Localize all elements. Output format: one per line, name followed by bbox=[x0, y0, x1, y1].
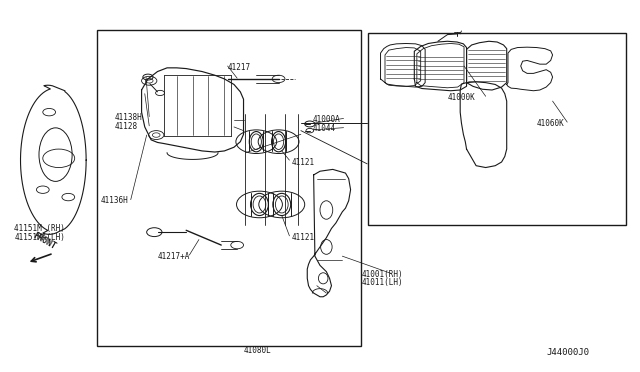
Text: 41121: 41121 bbox=[291, 157, 314, 167]
Text: 41011(LH): 41011(LH) bbox=[362, 278, 403, 287]
Text: 41001(RH): 41001(RH) bbox=[362, 270, 403, 279]
Text: 41217: 41217 bbox=[228, 63, 251, 72]
Bar bbox=[97, 30, 362, 346]
Text: 41217+A: 41217+A bbox=[157, 251, 190, 261]
Bar bbox=[368, 33, 626, 225]
Text: 41151MA(LH): 41151MA(LH) bbox=[14, 233, 65, 242]
Text: 41044: 41044 bbox=[312, 124, 335, 133]
Text: 41136H: 41136H bbox=[100, 196, 128, 205]
Text: 41151M (RH): 41151M (RH) bbox=[14, 224, 65, 233]
Text: FRONT: FRONT bbox=[31, 231, 58, 251]
Text: 41121: 41121 bbox=[291, 233, 314, 242]
Text: 41080L: 41080L bbox=[244, 346, 271, 355]
Text: 41000A: 41000A bbox=[312, 115, 340, 124]
Text: J44000J0: J44000J0 bbox=[546, 349, 589, 357]
Text: 41138H: 41138H bbox=[115, 113, 143, 122]
Text: 41060K: 41060K bbox=[537, 119, 564, 128]
Text: 41128: 41128 bbox=[115, 122, 138, 131]
Text: 41000K: 41000K bbox=[447, 93, 475, 102]
